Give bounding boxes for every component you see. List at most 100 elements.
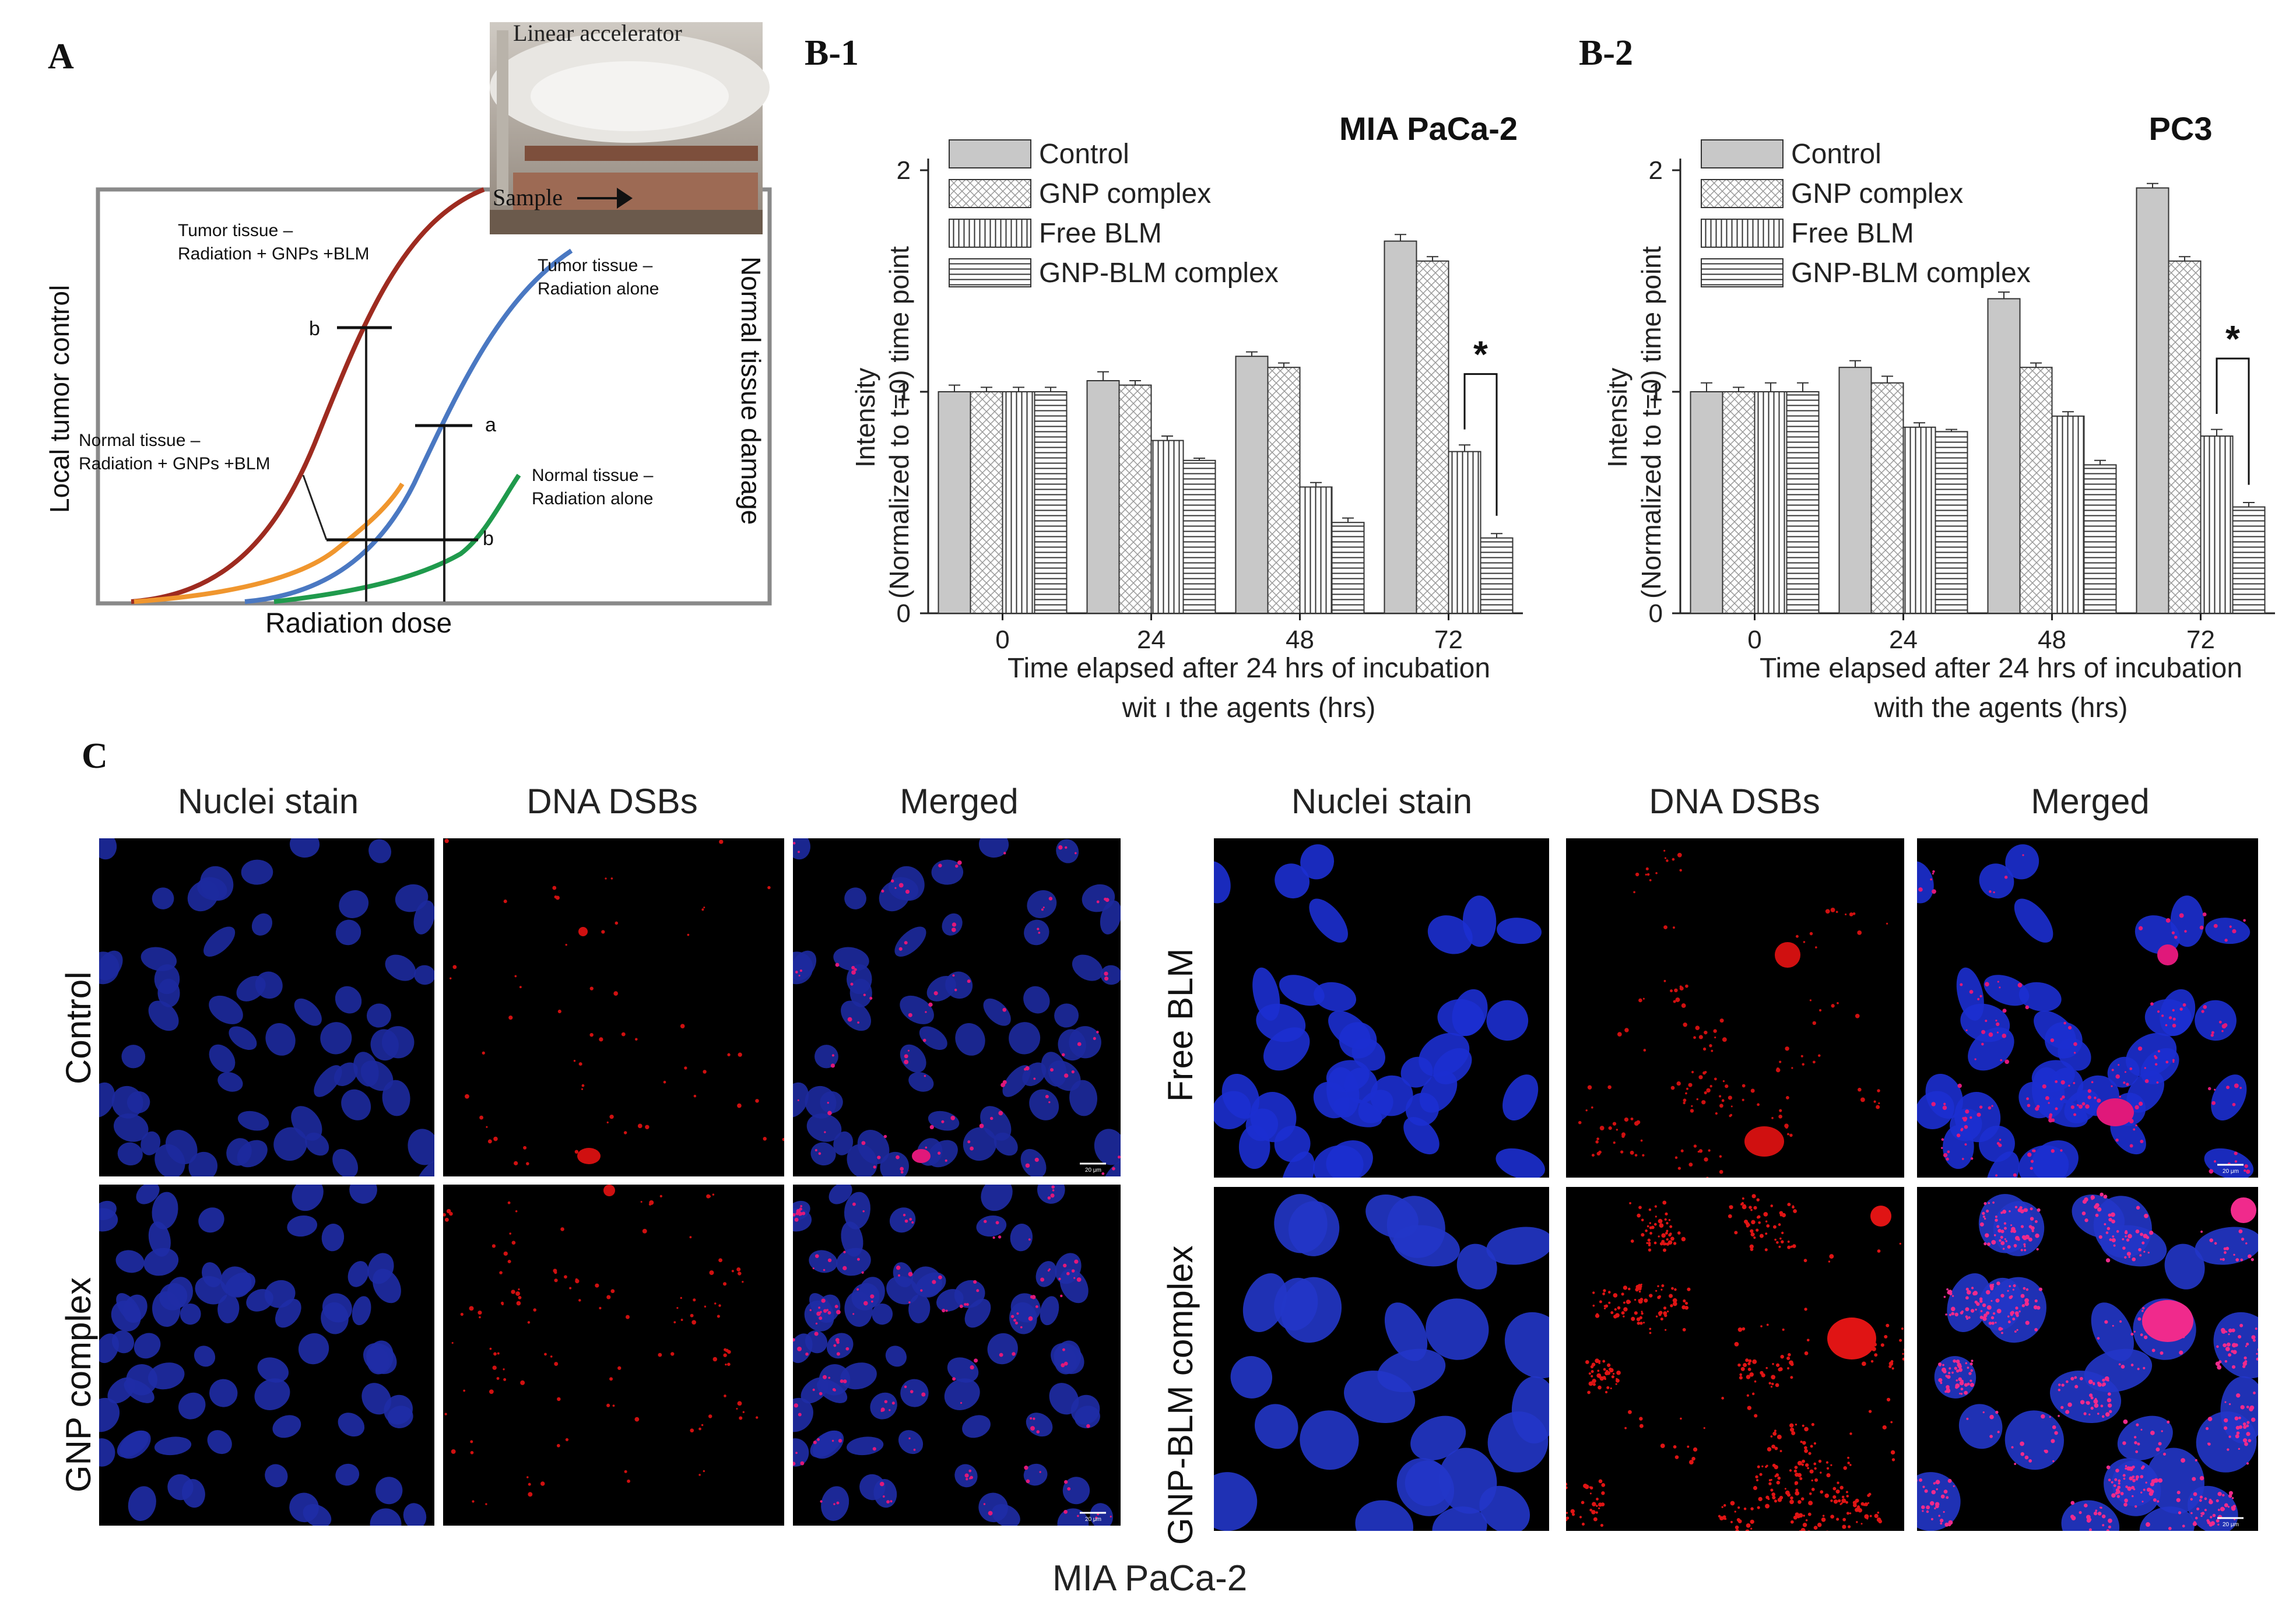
dsb-focus (626, 1315, 630, 1319)
nucleus (1438, 1448, 1497, 1514)
dsb-focus (1802, 1424, 1804, 1427)
dsb-focus (1772, 1463, 1776, 1467)
nucleus (178, 1392, 206, 1420)
dsb-focus (2108, 1525, 2111, 1529)
dsb-focus (1698, 1075, 1703, 1080)
dsb-focus (1956, 1359, 1960, 1364)
dsb-focus (1869, 1515, 1872, 1517)
dsb-focus (1588, 1372, 1591, 1375)
dsb-focus (1747, 1406, 1751, 1410)
nucleus (265, 1464, 288, 1488)
dsb-focus (1664, 857, 1667, 859)
dsb-focus (1662, 1200, 1667, 1205)
nucleus (826, 1333, 854, 1359)
dsb-focus (2174, 935, 2178, 939)
dsb-focus (1681, 1236, 1686, 1242)
dsb-focus (1118, 1155, 1121, 1159)
dsb-focus (1722, 1037, 1727, 1042)
legend-label: Control (1039, 139, 1129, 170)
legend-label: GNP-BLM complex (1039, 258, 1279, 289)
dsb-focus (2034, 1299, 2038, 1303)
dsb-focus (1658, 1235, 1660, 1238)
dsb-focus (2228, 1328, 2232, 1333)
dsb-focus (1966, 1318, 1969, 1320)
dsb-focus (1663, 979, 1666, 982)
dsb-focus (1858, 1087, 1862, 1092)
dsb-focus (1096, 1031, 1099, 1034)
dsb-focus (581, 1084, 585, 1087)
label-normal-alone-1: Normal tissue – (532, 466, 654, 485)
nucleus (1281, 1151, 1315, 1178)
dsb-focus (1644, 1298, 1648, 1303)
dsb-focus (1048, 897, 1053, 901)
nucleus (1985, 1277, 2046, 1343)
nucleus (338, 1413, 365, 1437)
dsb-focus (1581, 1501, 1585, 1505)
dsb-focus (1052, 1189, 1055, 1192)
dsb-focus (2141, 1309, 2144, 1312)
dsb-focus (1765, 1366, 1768, 1369)
panel-label-c: C (82, 736, 108, 776)
nucleus (154, 964, 180, 995)
dsb-focus (1960, 1393, 1963, 1395)
dsb-focus (2154, 1063, 2158, 1066)
dsb-focus (2038, 1287, 2042, 1291)
dsb-focus (2150, 1431, 2155, 1435)
dsb-focus (2030, 1226, 2035, 1231)
dsb-focus (451, 1449, 456, 1454)
dsb-focus (2220, 1258, 2222, 1260)
dsb-focus (1768, 1482, 1772, 1485)
dsb-focus (2223, 1426, 2228, 1430)
dsb-focus (2086, 1401, 2090, 1405)
dsb-focus (1600, 1523, 1604, 1527)
dsb-focus (554, 1362, 559, 1366)
dsb-focus (2111, 1481, 2114, 1484)
dsb-focus (1110, 1515, 1112, 1518)
dsb-focus (821, 1298, 826, 1303)
nucleus (303, 1503, 332, 1526)
dsb-focus (836, 1309, 841, 1315)
significance-bracket (2216, 357, 2250, 485)
dsb-focus (2137, 1368, 2140, 1371)
dsb-focus (2052, 1460, 2055, 1463)
label-tumor-combo-2: Radiation + GNPs +BLM (178, 244, 370, 264)
dsb-focus (1842, 1524, 1846, 1529)
dsb-focus (2150, 1482, 2155, 1487)
dsb-focus (1605, 1369, 1609, 1373)
x-tick-label: 48 (1286, 626, 1314, 654)
dsb-focus (2122, 1474, 2126, 1477)
nucleus (182, 1478, 205, 1508)
dsb-focus (1063, 1073, 1069, 1078)
dsb-focus (1076, 1277, 1082, 1282)
dsb-focus (2088, 1413, 2091, 1415)
dsb-focus (1730, 1113, 1733, 1116)
dsb-focus (564, 1275, 567, 1279)
dsb-focus (1610, 1387, 1612, 1390)
dsb-focus (1856, 1505, 1860, 1509)
dsb-focus (444, 1413, 447, 1415)
nucleus (945, 971, 973, 999)
dsb-focus (1706, 1088, 1711, 1093)
dsb-focus (2244, 1359, 2248, 1363)
dsb-focus (1663, 1311, 1667, 1316)
dsb-focus (2132, 1478, 2136, 1482)
dsb-focus (798, 1413, 802, 1417)
dsb-focus (589, 1032, 594, 1037)
dsb-focus (1617, 1306, 1621, 1310)
dsb-focus (518, 1288, 520, 1291)
dsb-focus (1750, 1229, 1754, 1233)
dsb-focus (1841, 1495, 1845, 1499)
dsb-focus (2172, 1060, 2175, 1063)
dsb-focus (527, 1321, 531, 1324)
dsb-focus (1035, 1305, 1038, 1308)
dsb-focus (834, 1305, 838, 1309)
x-axis-label-line1: Time elapsed after 24 hrs of incubation (1007, 653, 1490, 684)
dsb-focus (2141, 1501, 2144, 1503)
panel-label-b1: B-1 (805, 33, 859, 73)
dsb-focus (1758, 1221, 1761, 1224)
nucleus (111, 1085, 143, 1119)
dsb-focus (1679, 869, 1682, 872)
dsb-focus (2070, 1501, 2075, 1505)
dsb-focus (1012, 1352, 1016, 1356)
nucleus (99, 950, 123, 981)
